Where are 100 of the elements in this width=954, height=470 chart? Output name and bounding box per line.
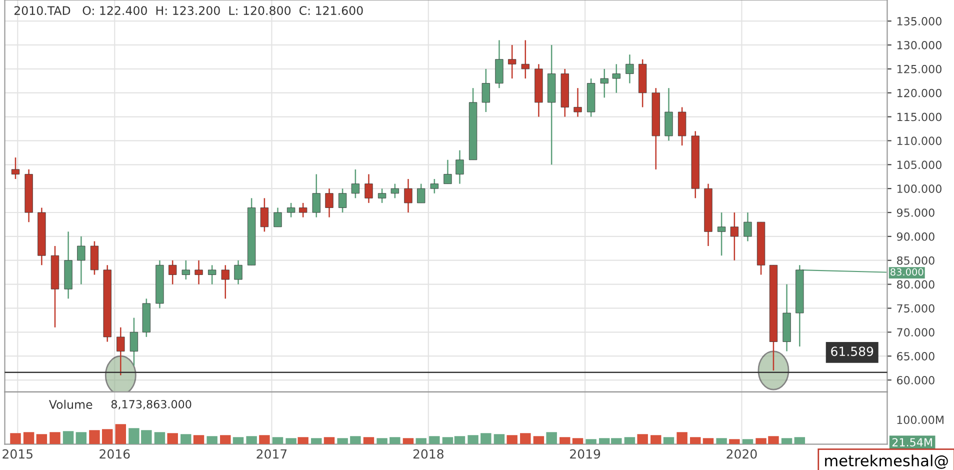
bar <box>690 437 701 444</box>
x-tick-label: 2016 <box>100 449 130 459</box>
candlestick <box>260 198 269 232</box>
bar <box>115 424 126 444</box>
x-tick-label: 2017 <box>256 449 287 459</box>
bar <box>560 437 570 444</box>
y-tick-label: 90.000 <box>896 232 934 241</box>
candlestick <box>678 106 686 146</box>
bar <box>663 437 674 444</box>
candlestick <box>351 168 360 199</box>
candlestick <box>600 68 608 98</box>
candlestick <box>612 64 620 94</box>
chart-title: Volume <box>48 400 92 409</box>
bar <box>286 438 296 444</box>
candlestick <box>730 212 738 261</box>
candlestick <box>717 212 726 256</box>
candlestick <box>521 40 530 80</box>
bar <box>272 437 284 444</box>
y-tick-label: 130.000 <box>897 40 942 50</box>
candlestick <box>90 240 99 276</box>
candlestick <box>168 260 177 285</box>
y-tick-label: 60.000 <box>897 376 934 384</box>
bar <box>76 432 87 444</box>
candlestick <box>298 202 308 218</box>
bar <box>337 438 348 444</box>
bar <box>36 434 48 444</box>
candlestick <box>286 202 296 218</box>
candlestick <box>417 183 426 204</box>
bar <box>702 438 714 444</box>
bar <box>781 438 792 444</box>
bar <box>586 439 596 444</box>
bar <box>546 432 557 444</box>
bar <box>50 432 60 444</box>
bar <box>624 437 636 444</box>
candlestick <box>194 260 203 285</box>
bar <box>637 434 648 444</box>
y-tick-label: 105.000 <box>897 160 942 170</box>
y-tick-label: 125.000 <box>897 64 942 74</box>
bar <box>506 435 518 444</box>
bar <box>10 433 21 444</box>
bar <box>676 432 688 444</box>
candlestick <box>508 44 516 80</box>
bar <box>206 436 218 444</box>
y-tick-label: 70.000 <box>897 328 934 337</box>
candlestick <box>404 178 412 214</box>
bar <box>729 439 740 444</box>
bar <box>154 432 166 444</box>
candlestick <box>482 68 490 113</box>
bar <box>416 438 426 444</box>
bar <box>650 435 662 444</box>
bar <box>716 438 727 444</box>
bar <box>180 434 192 444</box>
bar <box>23 432 34 444</box>
bar <box>232 437 244 444</box>
ref-line-label: 61.589 <box>831 346 874 356</box>
y-tick-label: 95.000 <box>896 208 934 217</box>
candlestick <box>221 264 230 300</box>
annotation: 83.000 <box>890 268 924 276</box>
text: 8,173,863.000 <box>111 400 192 410</box>
bar <box>520 433 531 444</box>
bar <box>220 435 231 444</box>
bar <box>390 437 400 444</box>
x-tick-label: 2018 <box>413 449 444 459</box>
bar <box>480 433 492 444</box>
bar <box>167 433 178 444</box>
candlestick <box>274 207 282 228</box>
candlestick <box>390 183 399 199</box>
candlestick <box>495 40 504 89</box>
candlestick <box>444 159 452 184</box>
bar <box>468 435 478 444</box>
x-tick-label: 2019 <box>570 449 600 459</box>
text: metrekmeshal@ <box>825 454 948 469</box>
bar <box>193 435 204 444</box>
candlestick <box>378 188 386 204</box>
bar <box>259 435 270 444</box>
candlestick <box>312 174 320 218</box>
bar <box>376 438 388 444</box>
text: 100.00M <box>897 416 944 424</box>
y-tick-label: 75.000 <box>897 304 934 313</box>
bar <box>324 437 335 444</box>
candlestick <box>11 156 20 180</box>
x-tick-label: 2020 <box>726 449 757 459</box>
y-tick-label: 85.000 <box>897 256 934 265</box>
bar <box>298 437 308 444</box>
candlestick <box>574 87 582 118</box>
y-tick-label: 80.000 <box>897 280 934 289</box>
y-tick-label: 110.000 <box>897 136 942 146</box>
candlestick <box>130 317 138 366</box>
candlestick <box>182 260 190 280</box>
candlestick <box>626 54 634 84</box>
text: 21.54M <box>892 438 932 446</box>
bar <box>62 431 74 444</box>
candlestick <box>664 87 673 142</box>
bar <box>572 438 584 444</box>
bar <box>311 438 322 444</box>
bar <box>89 430 100 444</box>
y-tick-label: 120.000 <box>897 88 942 98</box>
y-tick-label: 100.000 <box>897 184 942 193</box>
candlestick <box>208 264 216 285</box>
bar <box>794 437 806 444</box>
